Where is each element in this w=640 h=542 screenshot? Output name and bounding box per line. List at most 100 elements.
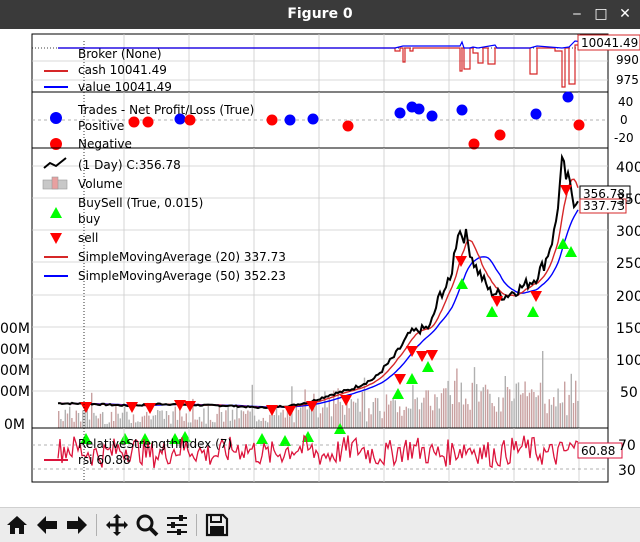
volume-bar xyxy=(311,404,313,428)
home-icon[interactable] xyxy=(4,512,30,538)
volume-bar xyxy=(520,394,522,428)
sma20-legend-label: SimpleMovingAverage (20) 337.73 xyxy=(78,250,286,264)
volume-bar xyxy=(247,410,249,428)
volume-bar xyxy=(82,410,84,428)
volume-bar xyxy=(139,422,141,428)
volume-bar xyxy=(539,382,542,428)
volume-bar xyxy=(500,411,502,428)
volume-bar xyxy=(306,409,308,428)
rsi-ytick: 30 xyxy=(618,463,636,479)
volume-bar xyxy=(267,422,269,428)
volume-bar xyxy=(128,419,130,428)
trade-point xyxy=(284,114,296,126)
broker-legend: Broker (None) cash 10041.49 value 10041.… xyxy=(44,47,172,94)
volume-bar xyxy=(385,394,388,428)
save-icon[interactable] xyxy=(204,512,230,538)
volume-bar xyxy=(427,390,429,428)
volume-bar xyxy=(377,398,379,428)
volume-bar xyxy=(445,388,447,428)
volume-bar xyxy=(264,420,267,428)
volume-bar xyxy=(482,387,484,428)
chart-svg: Broker (None) cash 10041.49 value 10041.… xyxy=(0,33,640,483)
volume-bar xyxy=(555,406,557,428)
volume-bar xyxy=(418,409,421,428)
zoom-icon[interactable] xyxy=(134,512,160,538)
volume-bar xyxy=(524,381,526,428)
volume-bar xyxy=(205,423,207,428)
volume-bar xyxy=(157,410,159,428)
figure-canvas[interactable]: Broker (None) cash 10041.49 value 10041.… xyxy=(0,29,640,507)
sma-tag-label: 337.73 xyxy=(583,199,625,213)
volume-bar xyxy=(260,421,262,428)
trades-legend-title: Trades - Net Profit/Loss (True) xyxy=(77,103,254,117)
window-title: Figure 0 xyxy=(287,6,353,22)
volume-bar xyxy=(269,414,271,428)
volume-bar xyxy=(357,398,359,428)
sell-marker xyxy=(416,351,428,362)
volume-bar xyxy=(557,388,559,428)
volume-bar xyxy=(218,406,220,428)
volume-bar xyxy=(381,418,383,428)
buy-marker xyxy=(80,433,92,444)
volume-bar xyxy=(403,410,405,428)
volume-bar xyxy=(207,406,209,428)
volume-bar xyxy=(564,381,566,428)
trades-ytick: 40 xyxy=(618,95,633,109)
volume-bar xyxy=(451,404,454,428)
buy-marker xyxy=(279,435,291,446)
broker-gridlines xyxy=(32,34,608,92)
volume-bar xyxy=(300,407,302,428)
volume-bar xyxy=(493,406,495,428)
configure-icon[interactable] xyxy=(164,512,190,538)
volume-bar xyxy=(410,408,412,428)
volume-bar xyxy=(196,419,198,428)
volume-bar xyxy=(542,351,544,428)
trade-point xyxy=(128,116,140,128)
sma50-legend-label: SimpleMovingAverage (50) 352.23 xyxy=(78,269,286,283)
volume-bar xyxy=(249,411,251,428)
rsi-line xyxy=(57,434,579,469)
price-ytick: 150 xyxy=(616,321,640,337)
volume-bar xyxy=(62,421,64,428)
volume-bar xyxy=(99,413,102,428)
trade-point xyxy=(562,91,574,103)
volume-bar xyxy=(570,373,572,428)
volume-bar xyxy=(271,408,273,428)
volume-bar xyxy=(275,407,278,428)
sell-legend-label: sell xyxy=(78,231,98,245)
trade-point xyxy=(174,113,186,125)
back-icon[interactable] xyxy=(34,512,60,538)
sell-marker xyxy=(266,405,278,416)
volume-bar xyxy=(152,415,154,428)
rsi-tag-label: 60.88 xyxy=(581,444,615,458)
volume-bar xyxy=(86,408,88,428)
volume-bar xyxy=(293,422,295,428)
trade-points xyxy=(128,91,585,150)
volume-bar xyxy=(480,391,482,428)
sell-legend-marker xyxy=(50,233,62,244)
volume-bar xyxy=(350,399,352,428)
close-price-tag: 356.78 xyxy=(579,185,631,202)
trade-point xyxy=(394,107,406,119)
sell-marker xyxy=(394,374,406,385)
volume-bar xyxy=(328,397,330,428)
volume-bar xyxy=(201,421,203,428)
volume-bar xyxy=(504,376,506,428)
minimize-icon[interactable]: ‒ xyxy=(572,6,582,22)
trade-point xyxy=(494,129,506,141)
close-icon[interactable]: ✕ xyxy=(619,6,631,22)
trade-point xyxy=(468,138,480,150)
volume-legend-label: Volume xyxy=(78,177,123,191)
volume-bar xyxy=(471,382,473,428)
volume-bar xyxy=(548,399,550,428)
sell-marker xyxy=(284,406,296,417)
sell-marker xyxy=(406,346,418,357)
volume-bar xyxy=(370,414,372,428)
volume-bar xyxy=(69,406,71,428)
maximize-icon[interactable]: □ xyxy=(594,6,608,22)
volume-bar xyxy=(161,410,163,428)
volume-bar xyxy=(559,403,561,428)
forward-icon[interactable] xyxy=(64,512,90,538)
pan-icon[interactable] xyxy=(104,512,130,538)
volume-bar xyxy=(513,398,515,428)
